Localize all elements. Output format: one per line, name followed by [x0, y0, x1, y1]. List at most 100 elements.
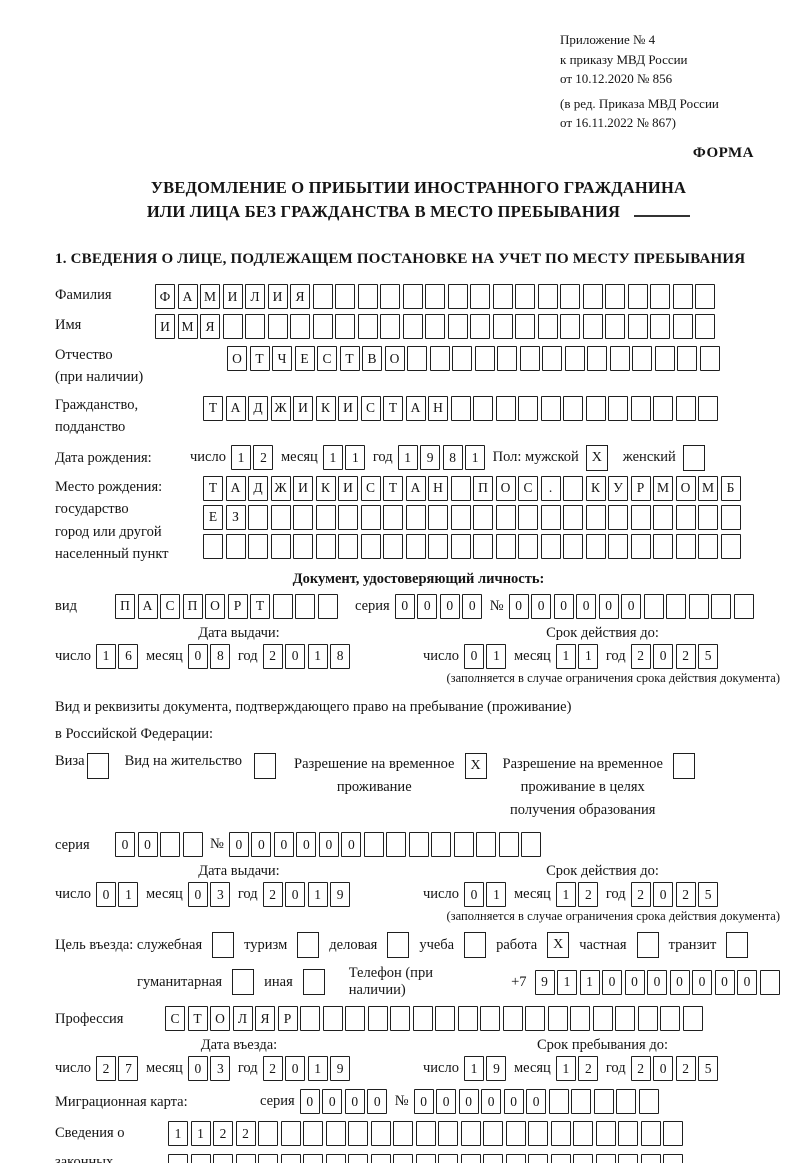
char-cell[interactable]	[450, 395, 471, 421]
char-cell[interactable]	[608, 395, 628, 421]
char-cell[interactable]: Я	[200, 314, 220, 339]
char-cell[interactable]: 1	[486, 643, 507, 669]
char-cell[interactable]: 2	[630, 882, 651, 908]
char-cell[interactable]: О	[675, 475, 696, 501]
char-cell[interactable]	[587, 346, 607, 371]
char-cell[interactable]	[675, 504, 696, 530]
char-cell[interactable]	[245, 314, 265, 339]
char-cell[interactable]: Р	[630, 475, 651, 501]
char-cell[interactable]	[711, 593, 732, 619]
char-cell[interactable]	[160, 832, 180, 858]
char-cell[interactable]: В	[362, 346, 382, 371]
char-cell[interactable]	[480, 1006, 500, 1032]
char-cell[interactable]: Ф	[155, 284, 175, 309]
char-cell[interactable]	[502, 1006, 523, 1032]
char-cell[interactable]	[495, 533, 516, 559]
char-cell[interactable]: И	[222, 284, 243, 309]
char-cell[interactable]	[270, 504, 291, 530]
char-cell[interactable]: С	[317, 346, 337, 371]
char-cell[interactable]	[595, 1121, 616, 1147]
char-cell[interactable]	[688, 593, 709, 619]
char-cell[interactable]: 0	[318, 832, 339, 858]
char-cell[interactable]: К	[315, 395, 336, 421]
char-cell[interactable]: 1	[307, 643, 328, 669]
char-cell[interactable]	[248, 533, 268, 559]
char-cell[interactable]	[542, 346, 562, 371]
char-cell[interactable]: 0	[187, 1056, 208, 1082]
char-cell[interactable]	[563, 475, 583, 501]
char-cell[interactable]: 0	[737, 969, 757, 995]
char-cell[interactable]	[733, 593, 754, 619]
char-cell[interactable]: Е	[294, 346, 315, 371]
char-cell[interactable]: Д	[248, 475, 268, 501]
char-cell[interactable]: 1	[578, 643, 599, 669]
char-cell[interactable]: А	[225, 475, 246, 501]
temp-permit-checkbox[interactable]: X	[464, 752, 487, 779]
char-cell[interactable]: Т	[249, 346, 270, 371]
char-cell[interactable]	[582, 284, 603, 309]
char-cell[interactable]	[547, 1006, 568, 1032]
char-cell[interactable]: И	[338, 475, 358, 501]
char-cell[interactable]: 0	[553, 593, 574, 619]
char-cell[interactable]	[270, 533, 291, 559]
char-cell[interactable]	[447, 284, 468, 309]
char-cell[interactable]: 9	[486, 1056, 507, 1082]
char-cell[interactable]	[720, 533, 741, 559]
char-cell[interactable]	[405, 504, 426, 530]
char-cell[interactable]: П	[473, 475, 493, 501]
char-cell[interactable]	[203, 533, 223, 559]
char-cell[interactable]: Ч	[272, 346, 292, 371]
char-cell[interactable]: Е	[203, 504, 223, 530]
char-cell[interactable]	[460, 1154, 481, 1163]
char-cell[interactable]: 2	[675, 882, 696, 908]
char-cell[interactable]	[338, 504, 358, 530]
char-cell[interactable]: М	[698, 475, 718, 501]
char-cell[interactable]: 0	[251, 832, 272, 858]
char-cell[interactable]: А	[177, 284, 198, 309]
char-cell[interactable]	[182, 832, 203, 858]
char-cell[interactable]	[453, 832, 474, 858]
char-cell[interactable]	[630, 504, 651, 530]
char-cell[interactable]	[470, 314, 490, 339]
char-cell[interactable]	[335, 284, 355, 309]
char-cell[interactable]	[429, 346, 450, 371]
char-cell[interactable]	[666, 593, 687, 619]
char-cell[interactable]: 0	[115, 832, 135, 858]
char-cell[interactable]	[280, 1154, 301, 1163]
char-cell[interactable]: 0	[285, 1056, 306, 1082]
char-cell[interactable]: И	[293, 475, 313, 501]
char-cell[interactable]: 0	[436, 1089, 457, 1115]
char-cell[interactable]: 0	[273, 832, 294, 858]
char-cell[interactable]: 1	[190, 1121, 211, 1147]
char-cell[interactable]	[570, 1006, 590, 1032]
char-cell[interactable]: 2	[253, 445, 274, 471]
char-cell[interactable]: 1	[118, 882, 139, 908]
char-cell[interactable]	[425, 314, 445, 339]
char-cell[interactable]	[408, 832, 429, 858]
char-cell[interactable]: М	[653, 475, 673, 501]
sex-male-checkbox[interactable]: X	[585, 444, 608, 471]
char-cell[interactable]	[367, 1006, 388, 1032]
char-cell[interactable]	[653, 395, 673, 421]
char-cell[interactable]	[630, 533, 651, 559]
char-cell[interactable]	[492, 284, 513, 309]
purpose-tourism-checkbox[interactable]	[297, 932, 320, 959]
char-cell[interactable]	[618, 1154, 638, 1163]
char-cell[interactable]	[380, 314, 400, 339]
char-cell[interactable]: 0	[526, 1089, 547, 1115]
char-cell[interactable]: 2	[578, 882, 599, 908]
char-cell[interactable]	[405, 533, 426, 559]
char-cell[interactable]: И	[293, 395, 313, 421]
char-cell[interactable]: А	[405, 395, 426, 421]
char-cell[interactable]: Р	[277, 1006, 298, 1032]
char-cell[interactable]: А	[225, 395, 246, 421]
char-cell[interactable]	[360, 504, 381, 530]
char-cell[interactable]: 0	[463, 643, 484, 669]
char-cell[interactable]: 0	[228, 832, 249, 858]
char-cell[interactable]	[348, 1121, 368, 1147]
char-cell[interactable]: И	[155, 314, 175, 339]
char-cell[interactable]	[470, 284, 490, 309]
char-cell[interactable]: 0	[621, 593, 642, 619]
edu-permit-checkbox[interactable]	[672, 752, 695, 779]
char-cell[interactable]	[258, 1121, 278, 1147]
